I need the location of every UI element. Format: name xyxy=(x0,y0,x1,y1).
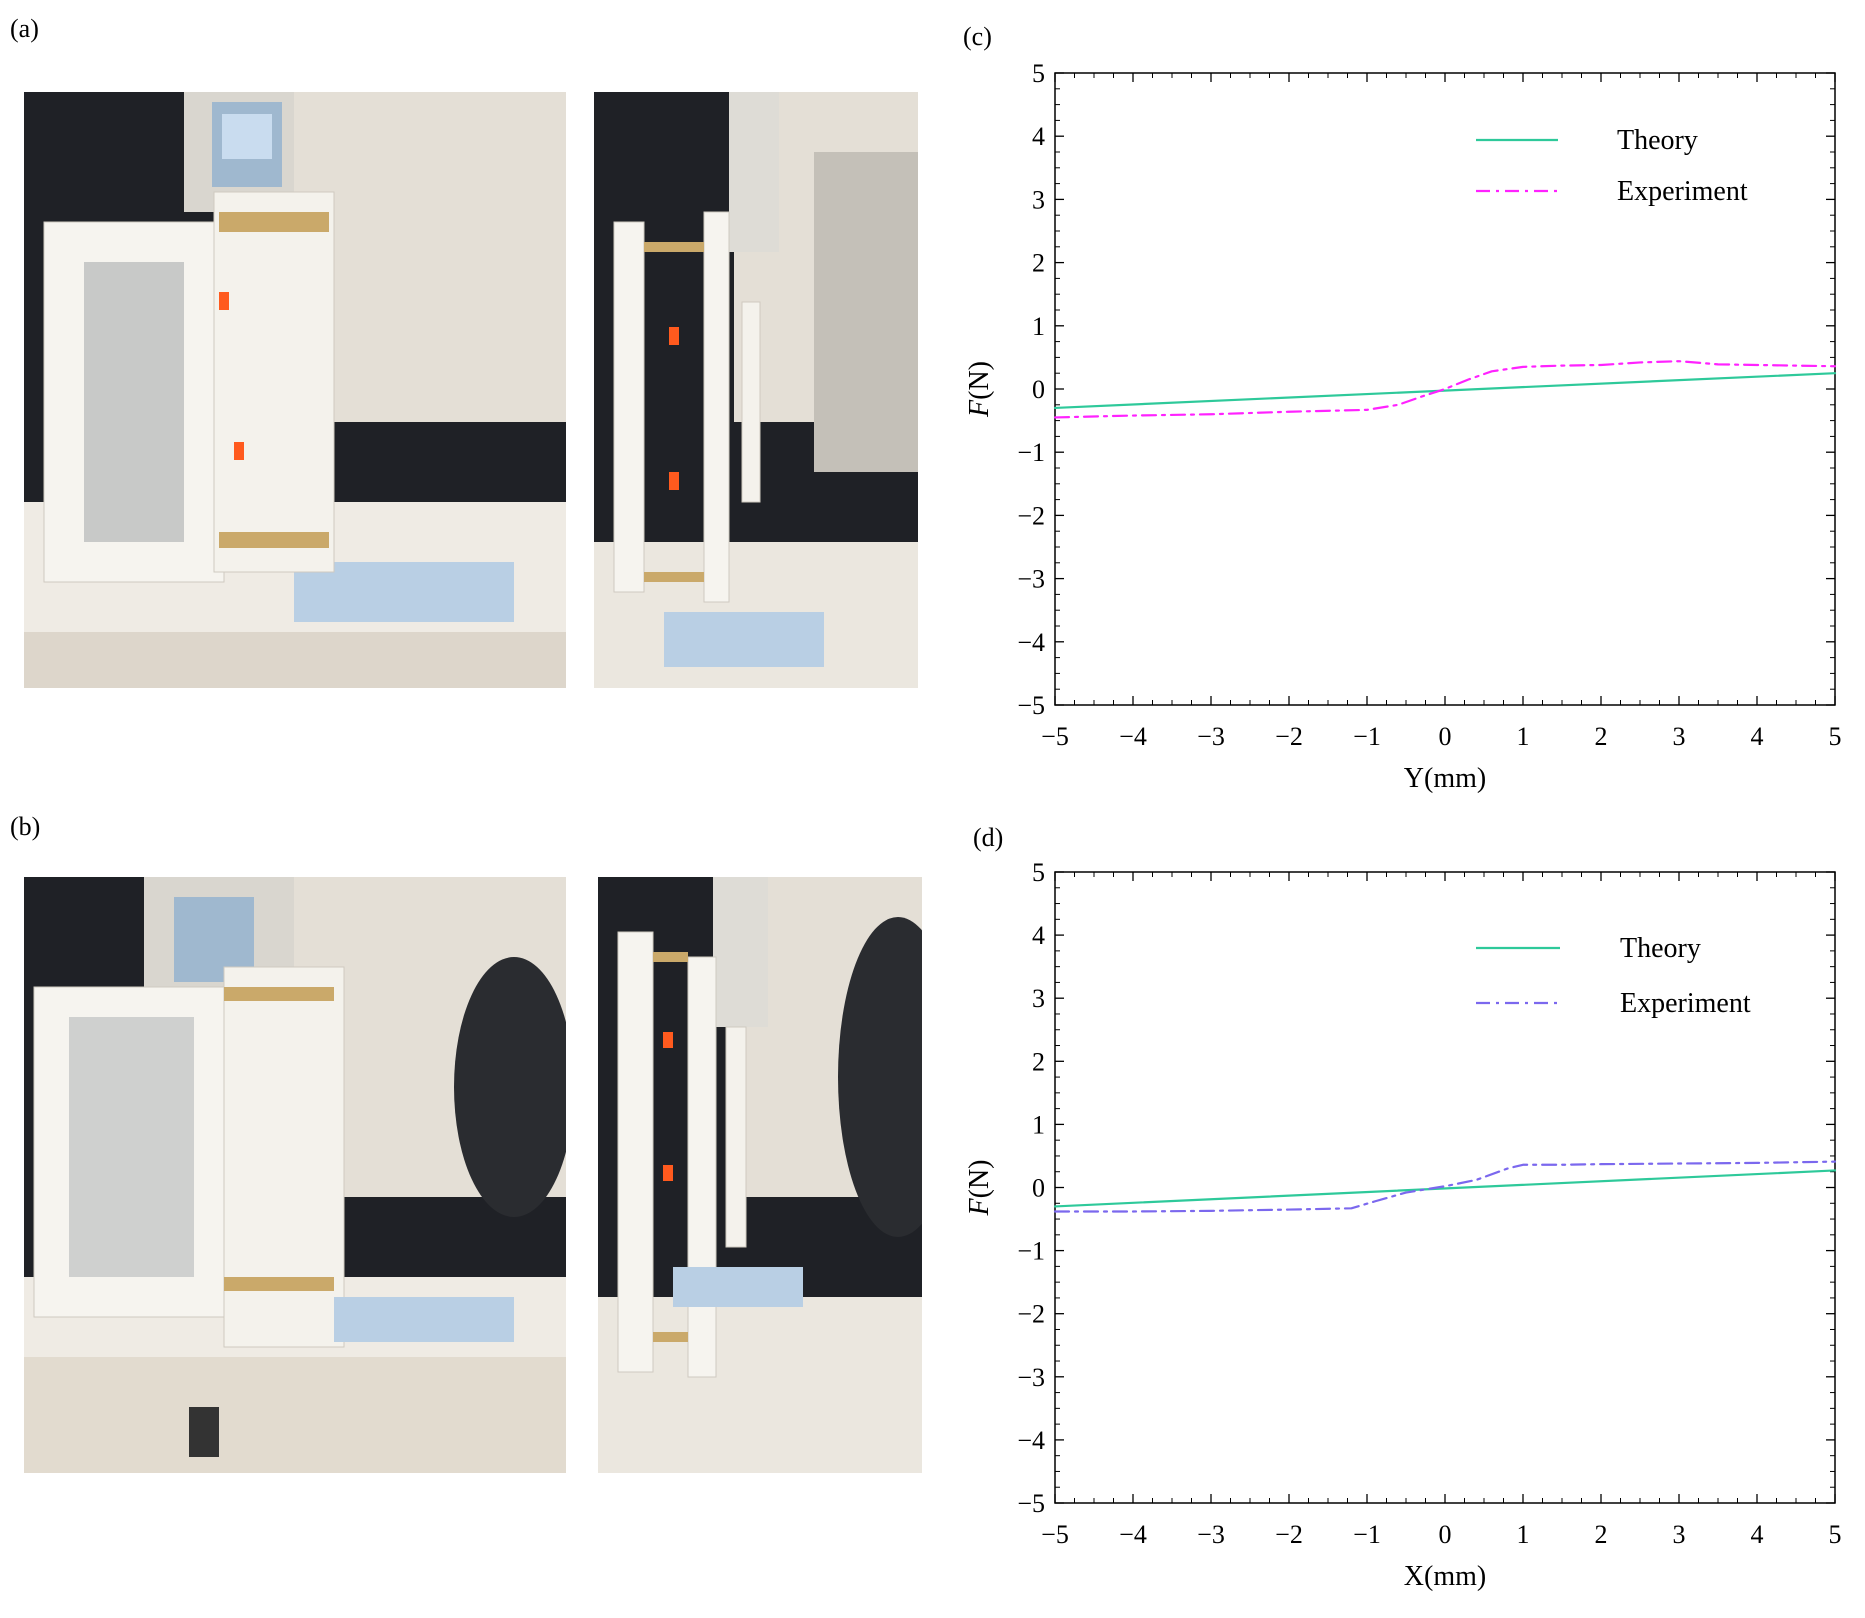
y-tick-label: 2 xyxy=(1032,249,1045,278)
y-tick-label: 4 xyxy=(1032,122,1045,151)
y-tick-label: −3 xyxy=(1017,565,1045,594)
y-tick-label: −5 xyxy=(1017,1489,1045,1518)
y-tick-label: 1 xyxy=(1032,1110,1045,1139)
y-tick-label: −4 xyxy=(1017,628,1045,657)
x-tick-label: −1 xyxy=(1353,1520,1381,1549)
panel-label-b: (b) xyxy=(10,812,41,841)
x-tick-label: −3 xyxy=(1197,722,1225,751)
x-tick-label: −2 xyxy=(1275,722,1303,751)
y-axis-label-unit: (N) xyxy=(964,361,995,400)
photo-b-front-view xyxy=(24,877,566,1473)
y-tick-label: −4 xyxy=(1017,1426,1045,1455)
x-tick-label: 4 xyxy=(1751,722,1764,751)
x-tick-label: −4 xyxy=(1119,722,1147,751)
y-axis-label: F(N) xyxy=(964,1160,995,1217)
x-tick-label: 3 xyxy=(1673,1520,1686,1549)
y-axis-label-symbol: F xyxy=(964,1197,995,1216)
x-tick-label: 3 xyxy=(1673,722,1686,751)
panel-label-a: (a) xyxy=(10,14,39,43)
y-axis-label-unit: (N) xyxy=(964,1160,995,1199)
y-axis-label-symbol: F xyxy=(964,399,995,418)
y-tick-label: −2 xyxy=(1017,1300,1045,1329)
x-tick-label: 0 xyxy=(1439,1520,1452,1549)
x-tick-label: −5 xyxy=(1041,722,1069,751)
legend-label-experiment: Experiment xyxy=(1620,988,1751,1019)
chart-d: −5 −4 −3 −2 −1 0 1 2 3 4 5 −5 −4 −3 −2 −1 0 1 2 3 4 5 X(mm) F(N… xyxy=(964,858,1842,1592)
x-tick-label: 0 xyxy=(1439,722,1452,751)
legend-label-theory: Theory xyxy=(1617,125,1698,156)
x-tick-label: 2 xyxy=(1595,1520,1608,1549)
y-tick-label: −5 xyxy=(1017,691,1045,720)
x-tick-label: −2 xyxy=(1275,1520,1303,1549)
x-tick-label: −5 xyxy=(1041,1520,1069,1549)
series-line-experiment xyxy=(1053,1160,1837,1213)
x-axis-label: X(mm) xyxy=(1404,1561,1486,1592)
y-tick-label: 3 xyxy=(1032,984,1045,1013)
y-tick-label: −2 xyxy=(1017,501,1045,530)
plot-frame xyxy=(1054,72,1836,706)
y-tick-label: 5 xyxy=(1032,858,1045,887)
y-tick-label: 0 xyxy=(1032,375,1045,404)
x-tick-label: 2 xyxy=(1595,722,1608,751)
panel-label-d: (d) xyxy=(973,823,1004,852)
y-tick-label: −1 xyxy=(1017,1237,1045,1266)
legend-label-theory: Theory xyxy=(1620,933,1701,964)
x-tick-label: 5 xyxy=(1829,722,1842,751)
x-tick-label: 1 xyxy=(1517,1520,1530,1549)
y-tick-label: 2 xyxy=(1032,1047,1045,1076)
legend-label-experiment: Experiment xyxy=(1617,176,1748,207)
y-tick-label: −3 xyxy=(1017,1363,1045,1392)
y-axis-label: F(N) xyxy=(964,361,995,418)
y-tick-label: 3 xyxy=(1032,185,1045,214)
x-tick-label: −1 xyxy=(1353,722,1381,751)
x-tick-label: 1 xyxy=(1517,722,1530,751)
series-line-theory xyxy=(1053,1169,1837,1208)
y-tick-label: 4 xyxy=(1032,921,1045,950)
y-tick-label: 0 xyxy=(1032,1174,1045,1203)
x-tick-label: −4 xyxy=(1119,1520,1147,1549)
photo-a-side-view xyxy=(594,92,918,688)
series-line-theory xyxy=(1053,372,1837,410)
photo-a-front-view xyxy=(24,92,566,688)
y-tick-label: −1 xyxy=(1017,438,1045,467)
y-tick-label: 1 xyxy=(1032,312,1045,341)
y-tick-label: 5 xyxy=(1032,59,1045,88)
photo-b-side-view xyxy=(598,877,922,1473)
x-axis-label: Y(mm) xyxy=(1404,763,1486,794)
x-tick-label: 4 xyxy=(1751,1520,1764,1549)
panel-label-c: (c) xyxy=(963,22,992,51)
chart-c: −5 −4 −3 −2 −1 0 1 2 3 4 5 −5 −4 −3 −2 −1 0 1 2 3 4 5 Y(mm) F(N… xyxy=(964,59,1842,794)
x-tick-label: −3 xyxy=(1197,1520,1225,1549)
x-tick-label: 5 xyxy=(1829,1520,1842,1549)
series-line-experiment xyxy=(1053,360,1837,419)
